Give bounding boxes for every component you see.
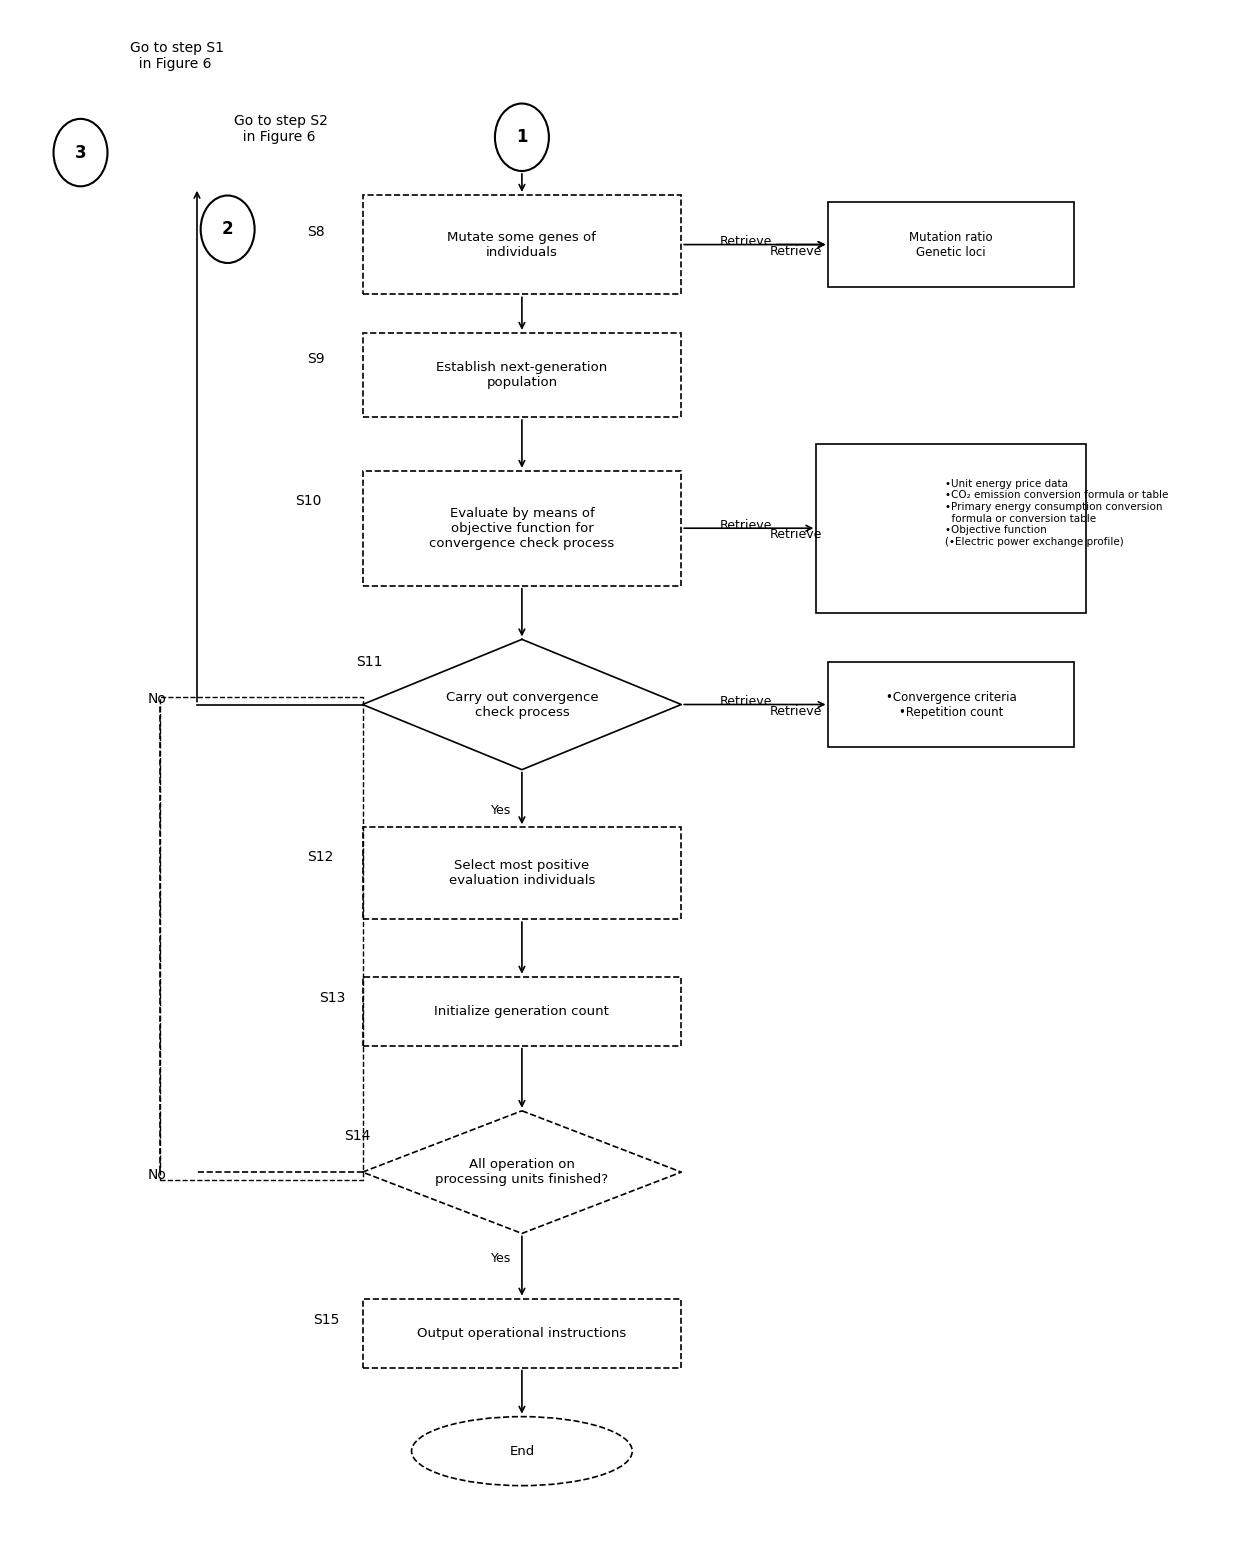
FancyBboxPatch shape xyxy=(362,976,681,1046)
Text: S14: S14 xyxy=(345,1129,371,1143)
Text: S9: S9 xyxy=(308,351,325,367)
Text: End: End xyxy=(510,1445,534,1457)
Text: S10: S10 xyxy=(295,495,321,509)
Text: S12: S12 xyxy=(308,851,334,865)
FancyBboxPatch shape xyxy=(362,195,681,294)
Text: 3: 3 xyxy=(74,144,87,161)
Text: Retrieve: Retrieve xyxy=(720,518,773,532)
Text: Retrieve: Retrieve xyxy=(770,528,822,541)
FancyBboxPatch shape xyxy=(362,1298,681,1368)
Text: S8: S8 xyxy=(308,224,325,238)
Text: No: No xyxy=(148,692,167,707)
Text: No: No xyxy=(148,1168,167,1182)
FancyBboxPatch shape xyxy=(828,203,1074,286)
Text: S15: S15 xyxy=(314,1313,340,1327)
Text: Mutation ratio
Genetic loci: Mutation ratio Genetic loci xyxy=(909,231,993,258)
Text: Yes: Yes xyxy=(491,1252,512,1265)
Text: •Unit energy price data
•CO₂ emission conversion formula or table
•Primary energ: •Unit energy price data •CO₂ emission co… xyxy=(945,480,1168,548)
Text: Establish next-generation
population: Establish next-generation population xyxy=(436,360,608,388)
Text: Initialize generation count: Initialize generation count xyxy=(434,1004,609,1018)
FancyBboxPatch shape xyxy=(362,333,681,418)
Text: Select most positive
evaluation individuals: Select most positive evaluation individu… xyxy=(449,859,595,886)
FancyBboxPatch shape xyxy=(362,828,681,919)
Text: Retrieve: Retrieve xyxy=(770,704,822,718)
Text: Retrieve: Retrieve xyxy=(720,695,773,709)
Text: Go to step S2
  in Figure 6: Go to step S2 in Figure 6 xyxy=(234,114,327,144)
Text: Retrieve: Retrieve xyxy=(770,244,822,258)
Text: S13: S13 xyxy=(320,992,346,1006)
Text: •Convergence criteria
•Repetition count: •Convergence criteria •Repetition count xyxy=(885,690,1017,718)
Text: Mutate some genes of
individuals: Mutate some genes of individuals xyxy=(448,231,596,258)
Text: Output operational instructions: Output operational instructions xyxy=(418,1327,626,1340)
Text: S11: S11 xyxy=(356,656,383,670)
Text: 2: 2 xyxy=(222,220,233,238)
Text: Evaluate by means of
objective function for
convergence check process: Evaluate by means of objective function … xyxy=(429,507,615,549)
Text: Go to step S1
  in Figure 6: Go to step S1 in Figure 6 xyxy=(129,40,223,71)
FancyBboxPatch shape xyxy=(828,662,1074,747)
FancyBboxPatch shape xyxy=(362,470,681,586)
Text: Yes: Yes xyxy=(491,804,512,817)
Text: 1: 1 xyxy=(516,128,528,147)
Text: Retrieve: Retrieve xyxy=(720,235,773,248)
Text: Carry out convergence
check process: Carry out convergence check process xyxy=(445,690,598,718)
Text: All operation on
processing units finished?: All operation on processing units finish… xyxy=(435,1159,609,1187)
FancyBboxPatch shape xyxy=(816,444,1086,613)
